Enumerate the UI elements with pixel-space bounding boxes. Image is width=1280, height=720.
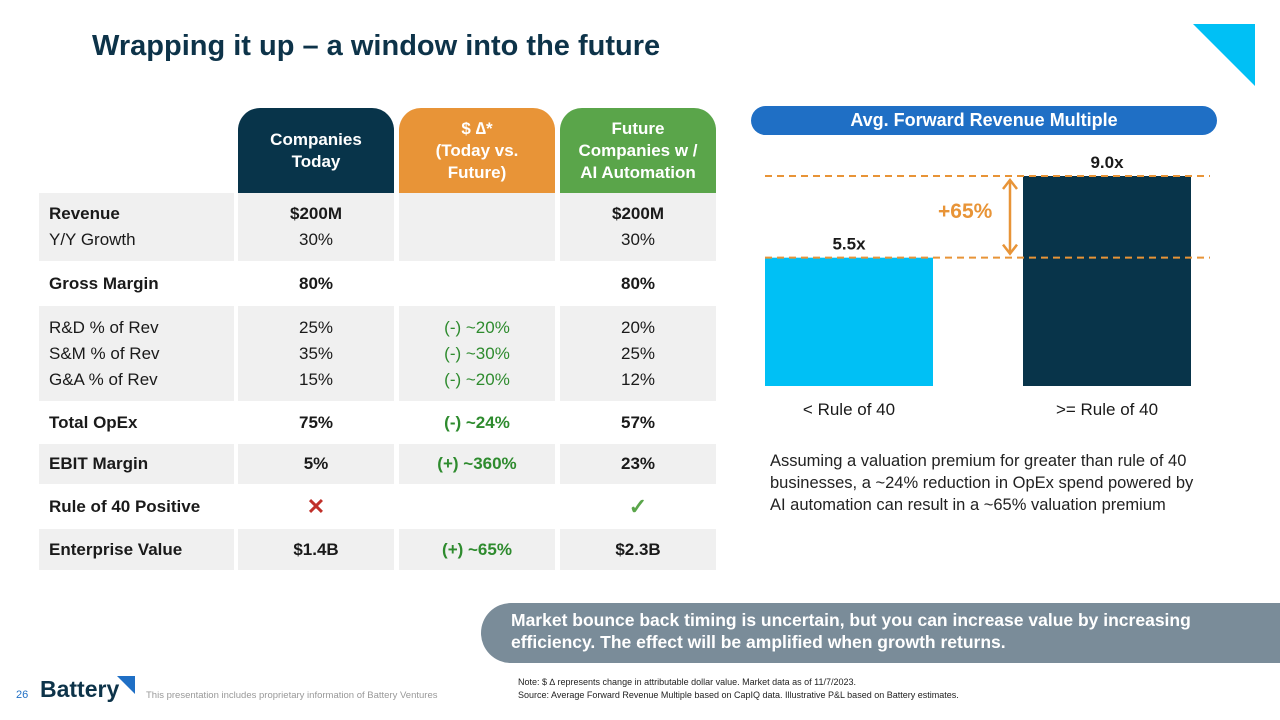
cell-labels: EBIT Margin xyxy=(39,444,234,484)
cell-delta xyxy=(399,265,555,303)
cell-text: 80% xyxy=(298,274,334,293)
cell-labels: Enterprise Value xyxy=(39,529,234,570)
cell-delta xyxy=(399,193,555,261)
bar-value-label: 5.5x xyxy=(832,235,866,254)
cell-today: $1.4B xyxy=(238,529,394,570)
cell-labels: Gross Margin xyxy=(39,265,234,303)
cell-delta xyxy=(399,487,555,526)
cell-future: $2.3B xyxy=(560,529,716,570)
cell-text: Revenue xyxy=(49,204,120,223)
arrowhead-icon xyxy=(1002,177,1018,190)
header-line: Companies w / xyxy=(578,140,698,160)
slide-title: Wrapping it up – a window into the futur… xyxy=(92,30,661,62)
category-label: < Rule of 40 xyxy=(803,400,895,419)
cell-text: 75% xyxy=(298,412,334,432)
header-line: $ ∆* xyxy=(461,118,493,138)
header-future-companies: Future Companies w / AI Automation xyxy=(560,108,716,193)
cell-text: 12% xyxy=(620,369,656,389)
category-label: >= Rule of 40 xyxy=(1056,400,1158,419)
cell-text: 30% xyxy=(620,230,656,249)
cell-text: (-) ~24% xyxy=(444,412,510,432)
cell-labels: Rule of 40 Positive xyxy=(39,487,234,526)
cell-labels: Total OpEx xyxy=(39,404,234,441)
header-line: AI Automation xyxy=(580,162,696,182)
cell-future: 23% xyxy=(560,444,716,484)
bar-1 xyxy=(1023,176,1191,386)
premium-annotation: +65% xyxy=(938,200,993,223)
chart-title: Avg. Forward Revenue Multiple xyxy=(751,106,1217,135)
bar-0 xyxy=(765,257,933,386)
cell-text: Rule of 40 Positive xyxy=(49,496,201,516)
cell-delta: (+) ~65% xyxy=(399,529,555,570)
note-line: Note: $ ∆ represents change in attributa… xyxy=(518,677,857,687)
header-line: Future xyxy=(611,118,665,138)
cell-text: $200M xyxy=(612,204,664,223)
page-number: 26 xyxy=(16,689,29,701)
cell-today: $200M 30% xyxy=(238,193,394,261)
cell-text: (+) ~360% xyxy=(437,454,517,473)
cell-text: 23% xyxy=(620,454,656,473)
bar-value-label: 9.0x xyxy=(1090,153,1124,172)
revenue-multiple-chart: 5.5x < Rule of 40 9.0x >= Rule of 40 xyxy=(765,153,1210,419)
battery-logo: Battery xyxy=(40,676,120,702)
header-line: Future) xyxy=(447,162,507,182)
header-line: Companies xyxy=(270,129,362,149)
cell-today: 5% xyxy=(238,444,394,484)
logo-mark-icon xyxy=(117,676,135,694)
cell-text: (-) ~20% xyxy=(444,317,510,337)
source-line: Source: Average Forward Revenue Multiple… xyxy=(518,690,959,700)
cross-icon: ✕ xyxy=(306,493,326,519)
arrowhead-icon xyxy=(1002,243,1018,256)
cell-today: 80% xyxy=(238,265,394,303)
cell-text: Y/Y Growth xyxy=(49,230,136,249)
cell-text: $1.4B xyxy=(293,539,339,559)
assumption-text: Assuming a valuation premium for greater… xyxy=(770,452,1194,514)
cell-text: Enterprise Value xyxy=(49,539,183,559)
cell-text: 25% xyxy=(298,317,334,337)
cell-text: 35% xyxy=(298,343,334,363)
cell-text: 57% xyxy=(620,412,656,432)
cell-text: (+) ~65% xyxy=(442,539,512,559)
cell-text: 30% xyxy=(298,230,334,249)
cell-text: EBIT Margin xyxy=(49,454,149,473)
cell-future: 57% xyxy=(560,404,716,441)
header-delta: $ ∆* (Today vs. Future) xyxy=(399,108,555,193)
header-companies-today: Companies Today xyxy=(238,108,394,193)
cell-delta: (+) ~360% xyxy=(399,444,555,484)
cell-text: G&A % of Rev xyxy=(49,369,158,389)
cell-text: $2.3B xyxy=(615,539,661,559)
cell-text: R&D % of Rev xyxy=(49,317,159,337)
cell-text: 15% xyxy=(298,369,334,389)
cell-text: S&M % of Rev xyxy=(49,343,160,363)
header-line: (Today vs. xyxy=(435,140,519,160)
cell-future: $200M 30% xyxy=(560,193,716,261)
corner-triangle-icon xyxy=(1193,24,1255,86)
cell-delta: (-) ~20% (-) ~30% (-) ~20% xyxy=(399,306,555,401)
cell-today: 75% xyxy=(238,404,394,441)
header-line: Today xyxy=(291,151,341,171)
cell-today: ✕ xyxy=(238,487,394,526)
cell-text: Total OpEx xyxy=(49,412,138,432)
cell-text: Gross Margin xyxy=(49,274,159,293)
cell-today: 25% 35% 15% xyxy=(238,306,394,401)
cell-labels: Revenue Y/Y Growth xyxy=(39,193,234,261)
cell-delta: (-) ~24% xyxy=(399,404,555,441)
cell-text: $200M xyxy=(290,204,342,223)
cell-labels: R&D % of Rev S&M % of Rev G&A % of Rev xyxy=(39,306,234,401)
cell-future: 20% 25% 12% xyxy=(560,306,716,401)
cell-text: 5% xyxy=(303,454,329,473)
cell-text: 25% xyxy=(620,343,656,363)
cell-future: ✓ xyxy=(560,487,716,526)
footnotes: Note: $ ∆ represents change in attributa… xyxy=(518,676,959,702)
check-icon: ✓ xyxy=(628,493,648,519)
cell-text: (-) ~30% xyxy=(444,343,510,363)
cell-text: 80% xyxy=(620,274,656,293)
key-takeaway-callout: Market bounce back timing is uncertain, … xyxy=(481,603,1280,663)
cell-text: 20% xyxy=(620,317,656,337)
disclaimer: This presentation includes proprietary i… xyxy=(146,690,438,701)
cell-future: 80% xyxy=(560,265,716,303)
cell-text: (-) ~20% xyxy=(444,369,510,389)
